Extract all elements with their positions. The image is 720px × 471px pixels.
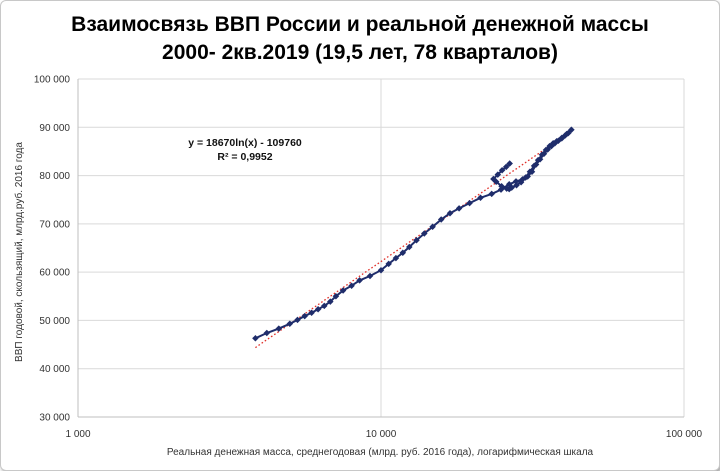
trendline [255, 129, 574, 349]
data-point [490, 175, 497, 183]
data-point [517, 179, 525, 186]
x-tick-label: 1 000 [65, 429, 90, 440]
data-point [301, 312, 308, 320]
data-point [421, 230, 428, 237]
data-point [522, 174, 529, 181]
data-point [488, 190, 495, 198]
x-tick-label: 10 000 [366, 429, 397, 440]
data-point [366, 272, 374, 280]
x-axis-label: Реальная денежная масса, среднегодовая (… [167, 446, 594, 458]
data-point [332, 293, 340, 300]
y-tick-label: 50 000 [39, 316, 70, 327]
data-point [466, 199, 473, 207]
data-point [506, 160, 513, 167]
y-tick-label: 70 000 [39, 219, 70, 230]
data-point [392, 254, 400, 262]
x-tick-label: 100 000 [666, 429, 703, 440]
data-point [563, 130, 570, 138]
data-point [348, 282, 355, 289]
trendline-equation: y = 18670ln(x) - 109760 [188, 137, 302, 149]
data-point [399, 249, 407, 257]
data-point [406, 243, 413, 251]
data-point [446, 209, 454, 217]
data-point [534, 156, 542, 164]
data-point [339, 287, 347, 294]
data-point [385, 260, 392, 268]
grid-lines [78, 78, 685, 417]
data-point [413, 237, 420, 244]
data-point [503, 185, 510, 192]
data-point [308, 309, 315, 316]
chart-title: Взаимосвязь ВВП России и реальной денежн… [71, 13, 649, 36]
y-tick-label: 60 000 [39, 268, 70, 279]
trendline-r-squared: R² = 0,9952 [217, 151, 272, 163]
data-point [294, 316, 301, 324]
tick-labels: 30 000 40 000 50 000 60 000 70 000 80 000 90 0… [34, 75, 703, 441]
data-point [502, 163, 510, 171]
data-point [437, 216, 445, 223]
series-line [254, 128, 573, 340]
data-point [530, 162, 538, 170]
y-tick-label: 100 000 [34, 75, 71, 86]
data-point [498, 167, 506, 174]
data-point [314, 306, 322, 313]
data-point [546, 142, 553, 150]
data-point [263, 329, 271, 337]
data-point [377, 266, 385, 274]
data-point [477, 194, 484, 202]
data-point [321, 302, 328, 310]
data-point [252, 335, 259, 342]
y-tick-label: 30 000 [39, 413, 70, 424]
data-point [538, 151, 546, 159]
data-point [513, 181, 520, 189]
data-point [494, 171, 502, 178]
data-point [327, 298, 334, 305]
y-axis-label: ВВП годовой, скользящий, млрд.руб. 2016 … [13, 142, 25, 362]
chart-subtitle: 2000- 2кв.2019 (19,5 лет, 78 кварталов) [162, 41, 558, 64]
data-point [356, 277, 363, 284]
data-point [498, 182, 505, 190]
data-point [455, 205, 463, 212]
data-point [512, 178, 520, 185]
axes [77, 79, 684, 418]
y-tick-label: 40 000 [39, 364, 70, 375]
data-point [275, 325, 283, 332]
y-tick-label: 90 000 [39, 123, 70, 134]
data-point [429, 223, 436, 231]
data-point [558, 134, 566, 142]
trendline-group [255, 129, 574, 349]
data-point [286, 320, 294, 328]
y-tick-label: 80 000 [39, 171, 70, 182]
series-group [252, 126, 575, 342]
